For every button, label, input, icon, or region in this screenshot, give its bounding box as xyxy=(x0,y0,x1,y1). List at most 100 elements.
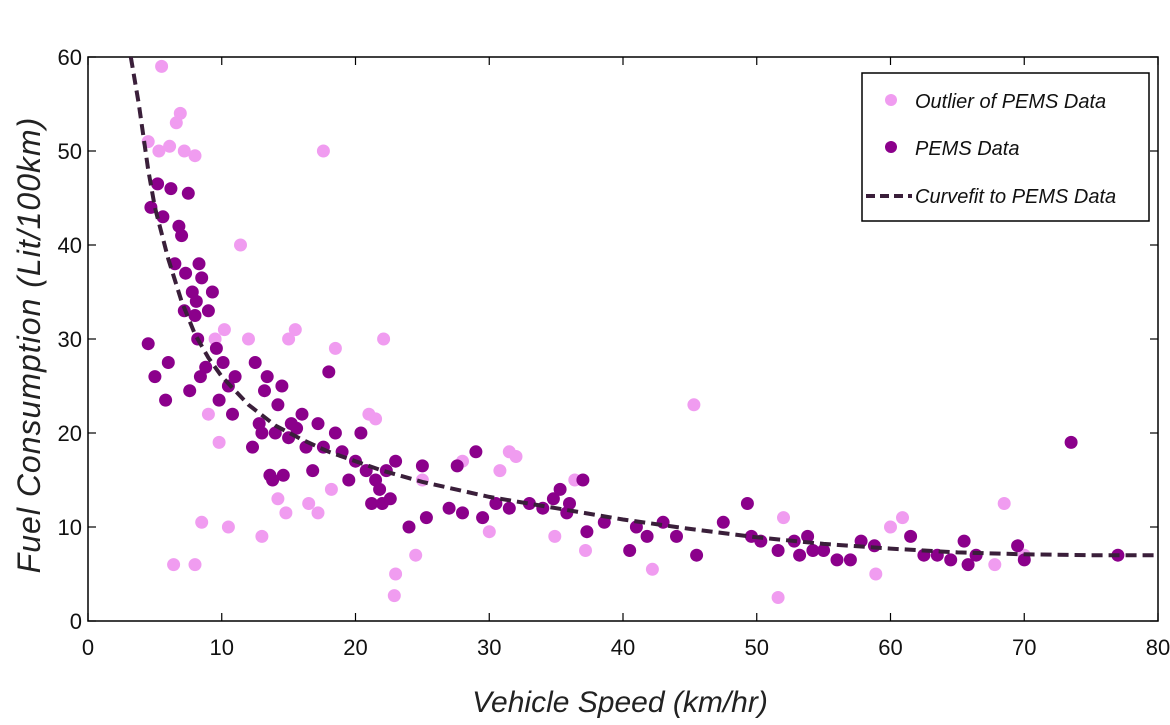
outlier-point xyxy=(288,323,302,337)
outlier-point xyxy=(687,398,701,412)
pems-point xyxy=(209,341,223,355)
outlier-point xyxy=(188,558,202,572)
outlier-point xyxy=(645,562,659,576)
pems-point xyxy=(322,365,336,379)
pems-point xyxy=(189,294,203,308)
outlier-point xyxy=(493,464,507,478)
pems-point xyxy=(690,548,704,562)
outlier-point xyxy=(409,548,423,562)
pems-point xyxy=(246,440,259,454)
pems-point xyxy=(328,426,342,440)
outlier-point xyxy=(311,506,325,520)
pems-point xyxy=(442,501,456,515)
pems-point xyxy=(670,529,683,543)
pems-point xyxy=(181,186,195,200)
pems-point xyxy=(205,285,219,299)
outlier-point xyxy=(279,506,293,520)
outlier-point xyxy=(988,558,1002,572)
pems-point xyxy=(415,459,429,473)
outlier-point xyxy=(173,106,187,120)
pems-point xyxy=(141,337,155,351)
x-tick-label: 20 xyxy=(343,635,367,660)
pems-point xyxy=(389,454,403,468)
pems-point xyxy=(266,473,280,487)
pems-point xyxy=(311,417,325,431)
legend-marker-outlier xyxy=(885,94,897,106)
pems-point xyxy=(164,182,178,196)
pems-point xyxy=(489,497,503,510)
pems-point xyxy=(553,482,567,496)
y-axis-title: Fuel Consumption (Lit/100km) xyxy=(11,117,47,574)
y-tick-label: 60 xyxy=(58,45,82,70)
y-tick-label: 20 xyxy=(58,421,82,446)
pems-point xyxy=(1011,539,1025,553)
outlier-point xyxy=(255,529,269,543)
pems-point xyxy=(843,553,857,567)
pems-point xyxy=(183,384,197,398)
y-tick-label: 0 xyxy=(70,609,82,634)
pems-point xyxy=(961,558,975,572)
pems-point xyxy=(576,473,590,487)
outlier-point xyxy=(271,492,285,506)
outlier-point xyxy=(212,435,226,449)
outlier-point xyxy=(777,511,790,525)
pems-point xyxy=(402,520,416,534)
outlier-point xyxy=(387,589,401,603)
outlier-point xyxy=(234,238,247,252)
curvefit-line xyxy=(128,57,1158,558)
outlier-point xyxy=(163,139,177,153)
pems-point xyxy=(354,426,368,440)
x-tick-label: 60 xyxy=(878,635,902,660)
pems-point xyxy=(469,445,483,459)
pems-point xyxy=(656,515,670,529)
legend: Outlier of PEMS Data PEMS Data Curvefit … xyxy=(861,72,1150,222)
pems-point xyxy=(640,529,654,543)
pems-point xyxy=(271,398,285,412)
pems-point xyxy=(199,360,213,374)
outlier-point xyxy=(482,525,496,539)
legend-label-curvefit: Curvefit to PEMS Data xyxy=(915,186,1116,208)
pems-point xyxy=(306,464,320,478)
pems-point xyxy=(228,370,242,384)
pems-point xyxy=(201,304,215,318)
outlier-point xyxy=(324,482,338,496)
pems-point xyxy=(522,497,536,510)
pems-point xyxy=(546,492,560,506)
pems-point xyxy=(216,356,230,369)
outlier-point xyxy=(579,544,592,557)
y-tick-label: 30 xyxy=(58,327,82,352)
pems-point xyxy=(419,511,433,525)
pems-point xyxy=(258,384,271,398)
outlier-point xyxy=(316,144,330,158)
pems-point xyxy=(771,544,785,557)
outlier-point xyxy=(155,59,169,73)
outlier-point xyxy=(302,497,316,510)
pems-point xyxy=(365,497,379,510)
pems-point xyxy=(502,501,516,515)
outlier-point xyxy=(195,515,209,529)
pems-point xyxy=(260,370,274,384)
outlier-point xyxy=(221,520,235,534)
outlier-point xyxy=(188,149,202,163)
outlier-point xyxy=(548,529,562,543)
x-tick-label: 50 xyxy=(745,635,769,660)
pems-point xyxy=(195,271,209,285)
pems-point xyxy=(716,515,730,529)
pems-point xyxy=(1064,435,1078,449)
pems-point xyxy=(276,468,290,482)
outlier-point xyxy=(997,497,1011,510)
outlier-point xyxy=(869,567,883,581)
pems-point xyxy=(151,177,165,191)
pems-point xyxy=(563,497,576,510)
series-2 xyxy=(128,57,1158,558)
outlier-point xyxy=(369,412,383,426)
pems-point xyxy=(957,534,971,548)
pems-point xyxy=(623,544,637,557)
pems-point xyxy=(373,482,387,496)
pems-point xyxy=(793,548,807,562)
outlier-point xyxy=(242,332,255,346)
pems-point xyxy=(148,370,162,384)
pems-point xyxy=(801,529,815,543)
legend-marker-pems xyxy=(885,141,897,153)
